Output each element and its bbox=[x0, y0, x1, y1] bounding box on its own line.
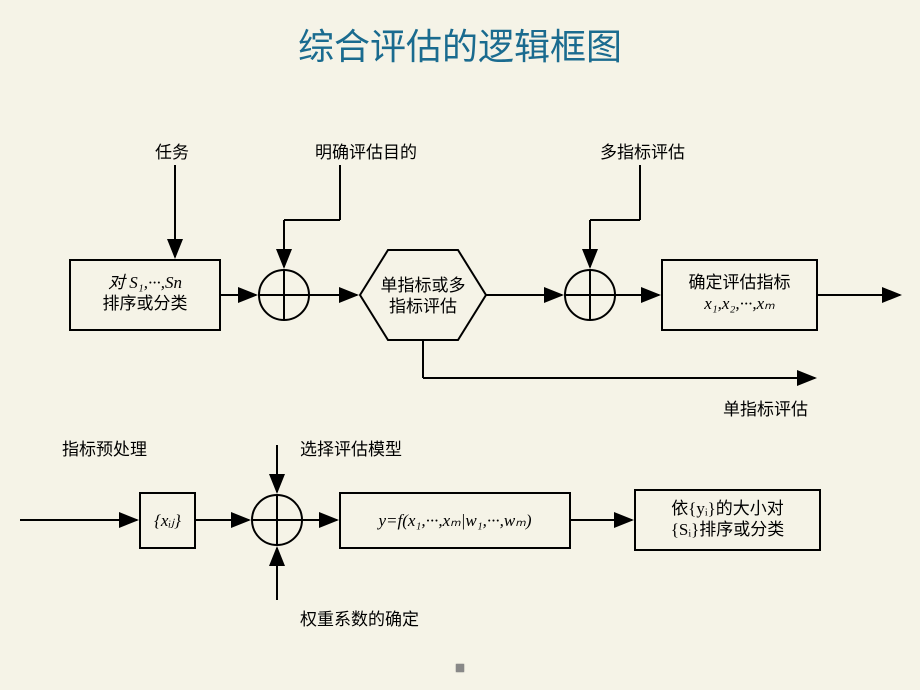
sum-node-3 bbox=[252, 495, 302, 545]
label-select-model: 选择评估模型 bbox=[300, 435, 402, 460]
box2-line2: x₁,x₂,···,xₘ bbox=[704, 294, 775, 313]
box1-text: 对 S₁,···,Sn 排序或分类 bbox=[70, 272, 220, 315]
hex-text: 单指标或多 指标评估 bbox=[363, 275, 483, 318]
label-task: 任务 bbox=[155, 138, 189, 163]
box1-line1: 对 S₁,···,Sn bbox=[108, 273, 182, 292]
box2-line1: 确定评估指标 bbox=[689, 273, 791, 292]
box4-text: y=f(x₁,···,xₘ|w₁,···,wₘ) bbox=[340, 510, 570, 531]
box3-text: {xᵢⱼ} bbox=[140, 510, 195, 531]
label-weight: 权重系数的确定 bbox=[300, 605, 419, 630]
hex-line1: 单指标或多 bbox=[381, 276, 466, 295]
box1-line2: 排序或分类 bbox=[103, 294, 188, 313]
label-preprocess: 指标预处理 bbox=[62, 435, 147, 460]
sum-node-1 bbox=[259, 270, 309, 320]
label-multi-eval: 多指标评估 bbox=[600, 138, 685, 163]
hex-line2: 指标评估 bbox=[389, 297, 457, 316]
sum-node-2 bbox=[565, 270, 615, 320]
label-single-eval: 单指标评估 bbox=[723, 395, 808, 420]
footer-marker bbox=[456, 664, 464, 672]
label-clarify-goal: 明确评估目的 bbox=[315, 138, 417, 163]
box5-line1: 依{yᵢ}的大小对 bbox=[671, 499, 784, 518]
box5-text: 依{yᵢ}的大小对 {Sᵢ}排序或分类 bbox=[635, 498, 820, 541]
box5-line2: {Sᵢ}排序或分类 bbox=[671, 520, 785, 539]
box2-text: 确定评估指标 x₁,x₂,···,xₘ bbox=[662, 272, 817, 315]
flowchart-svg bbox=[0, 0, 920, 690]
